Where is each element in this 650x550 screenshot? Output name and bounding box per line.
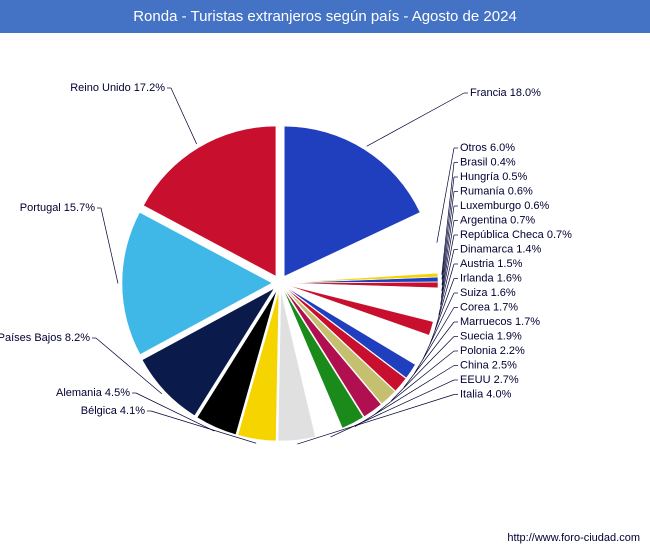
slice-label: Brasil 0.4% [460, 156, 516, 168]
slice-label: Dinamarca 1.4% [460, 243, 542, 255]
slice-label: Francia 18.0% [470, 87, 541, 99]
leader-line [442, 177, 454, 279]
slice-label: Alemania 4.5% [56, 387, 130, 399]
slice-label: Reino Unido 17.2% [70, 82, 165, 94]
slice-label: Italia 4.0% [460, 388, 512, 400]
slice-label: Rumanía 0.6% [460, 185, 533, 197]
pie-chart-svg: Otros 6.0% Brasil 0.4% Hungría 0.5% Rumanía… [0, 33, 650, 533]
slice-label: Suecia 1.9% [460, 330, 522, 342]
leader-line [171, 88, 197, 144]
slice-label: China 2.5% [460, 359, 517, 371]
slice-label: Argentina 0.7% [460, 214, 535, 226]
leader-line [101, 208, 118, 284]
slice-label: Países Bajos 8.2% [0, 332, 90, 344]
slice-label: Polonia 2.2% [460, 345, 525, 357]
slice-label: Irlanda 1.6% [460, 272, 522, 284]
slice-label: EEUU 2.7% [460, 374, 519, 386]
chart-area: Otros 6.0% Brasil 0.4% Hungría 0.5% Rumanía… [0, 33, 650, 513]
leader-line [437, 148, 454, 243]
slice-label: Bélgica 4.1% [81, 405, 145, 417]
slice-label: Hungría 0.5% [460, 171, 527, 183]
slice-label: Marruecos 1.7% [460, 316, 540, 328]
slice-label: Austria 1.5% [460, 258, 523, 270]
slice-label: Otros 6.0% [460, 142, 515, 154]
slice-label: Portugal 15.7% [20, 202, 95, 214]
slice-label: Suiza 1.6% [460, 287, 516, 299]
footer-url: http://www.foro-ciudad.com [507, 532, 640, 544]
slice-label: República Checa 0.7% [460, 229, 572, 241]
slice-label: Corea 1.7% [460, 301, 518, 313]
leader-line [367, 93, 464, 146]
chart-title: Ronda - Turistas extranjeros según país … [0, 0, 650, 33]
slice-label: Luxemburgo 0.6% [460, 200, 549, 212]
